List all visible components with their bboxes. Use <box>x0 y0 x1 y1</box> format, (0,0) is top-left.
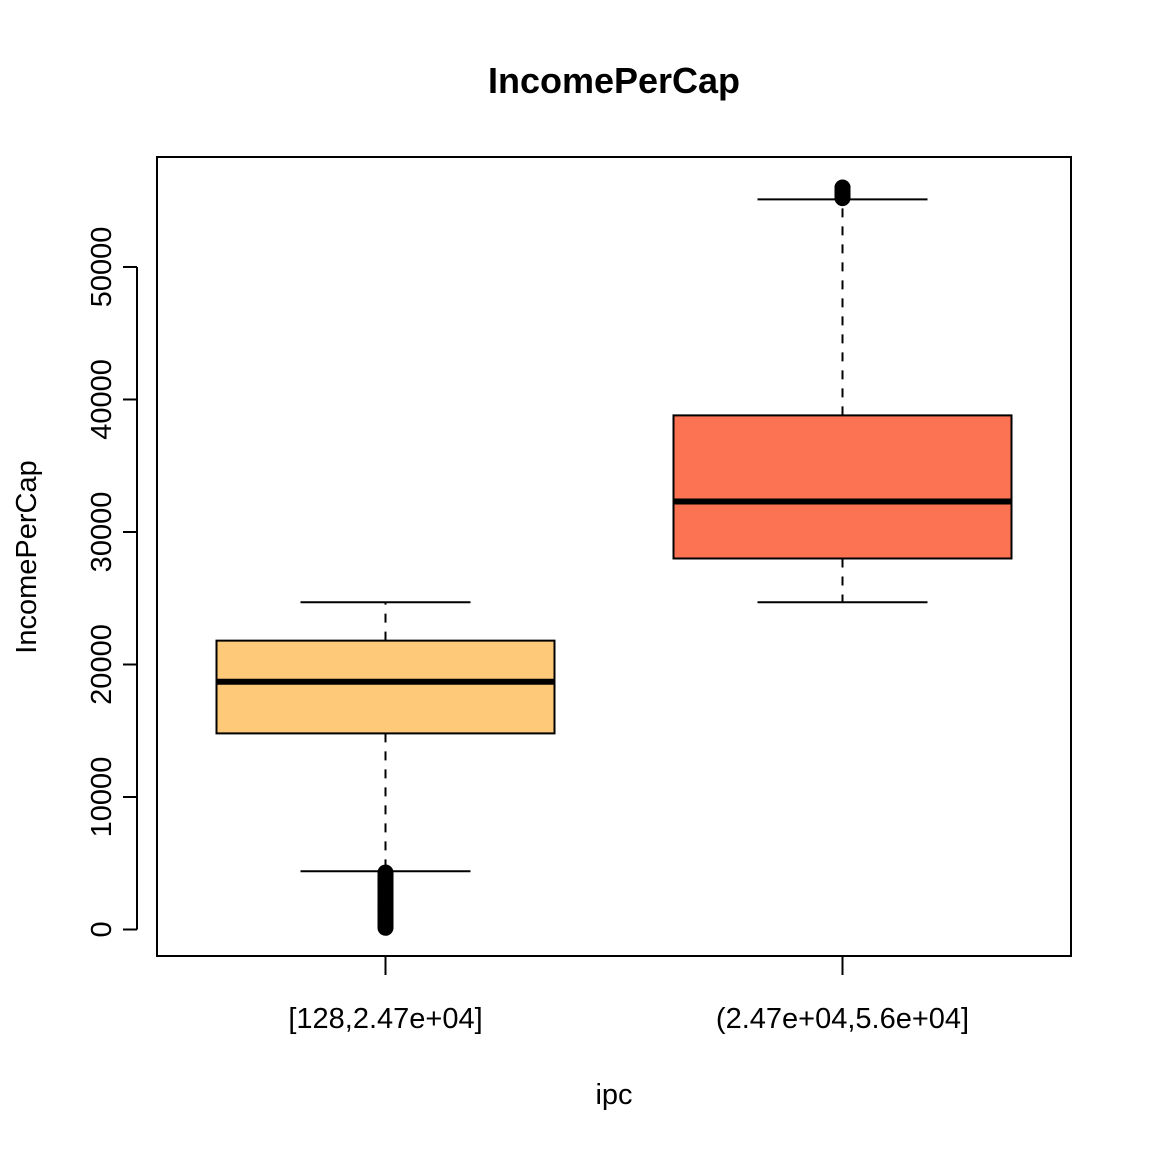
low-outliers <box>377 864 394 936</box>
box-2 <box>672 179 1013 604</box>
x-tick-label-1: [128,2.47e+04] <box>288 1003 482 1035</box>
box-1 <box>215 601 556 936</box>
y-tick-label-0: 0 <box>86 921 118 937</box>
y-tick-label-20000: 20000 <box>86 624 118 705</box>
y-axis-label: IncomePerCap <box>11 460 43 653</box>
y-tick-label-30000: 30000 <box>86 492 118 573</box>
high-outliers <box>834 179 851 207</box>
y-tick-label-10000: 10000 <box>86 757 118 838</box>
chart-title: IncomePerCap <box>488 60 740 101</box>
box-iqr <box>672 414 1013 560</box>
box-iqr <box>215 639 556 735</box>
x-axis: [128,2.47e+04] (2.47e+04,5.6e+04] <box>288 956 969 1035</box>
y-axis: 0 10000 20000 30000 40000 50000 <box>86 227 138 938</box>
plot-frame <box>156 156 1072 957</box>
x-axis-label: ipc <box>595 1079 632 1111</box>
y-tick-label-50000: 50000 <box>86 227 118 308</box>
y-tick-label-40000: 40000 <box>86 359 118 440</box>
outlier-point <box>377 864 394 881</box>
boxes <box>215 179 1013 936</box>
outlier-point <box>834 179 851 196</box>
x-tick-label-2: (2.47e+04,5.6e+04] <box>716 1003 969 1035</box>
